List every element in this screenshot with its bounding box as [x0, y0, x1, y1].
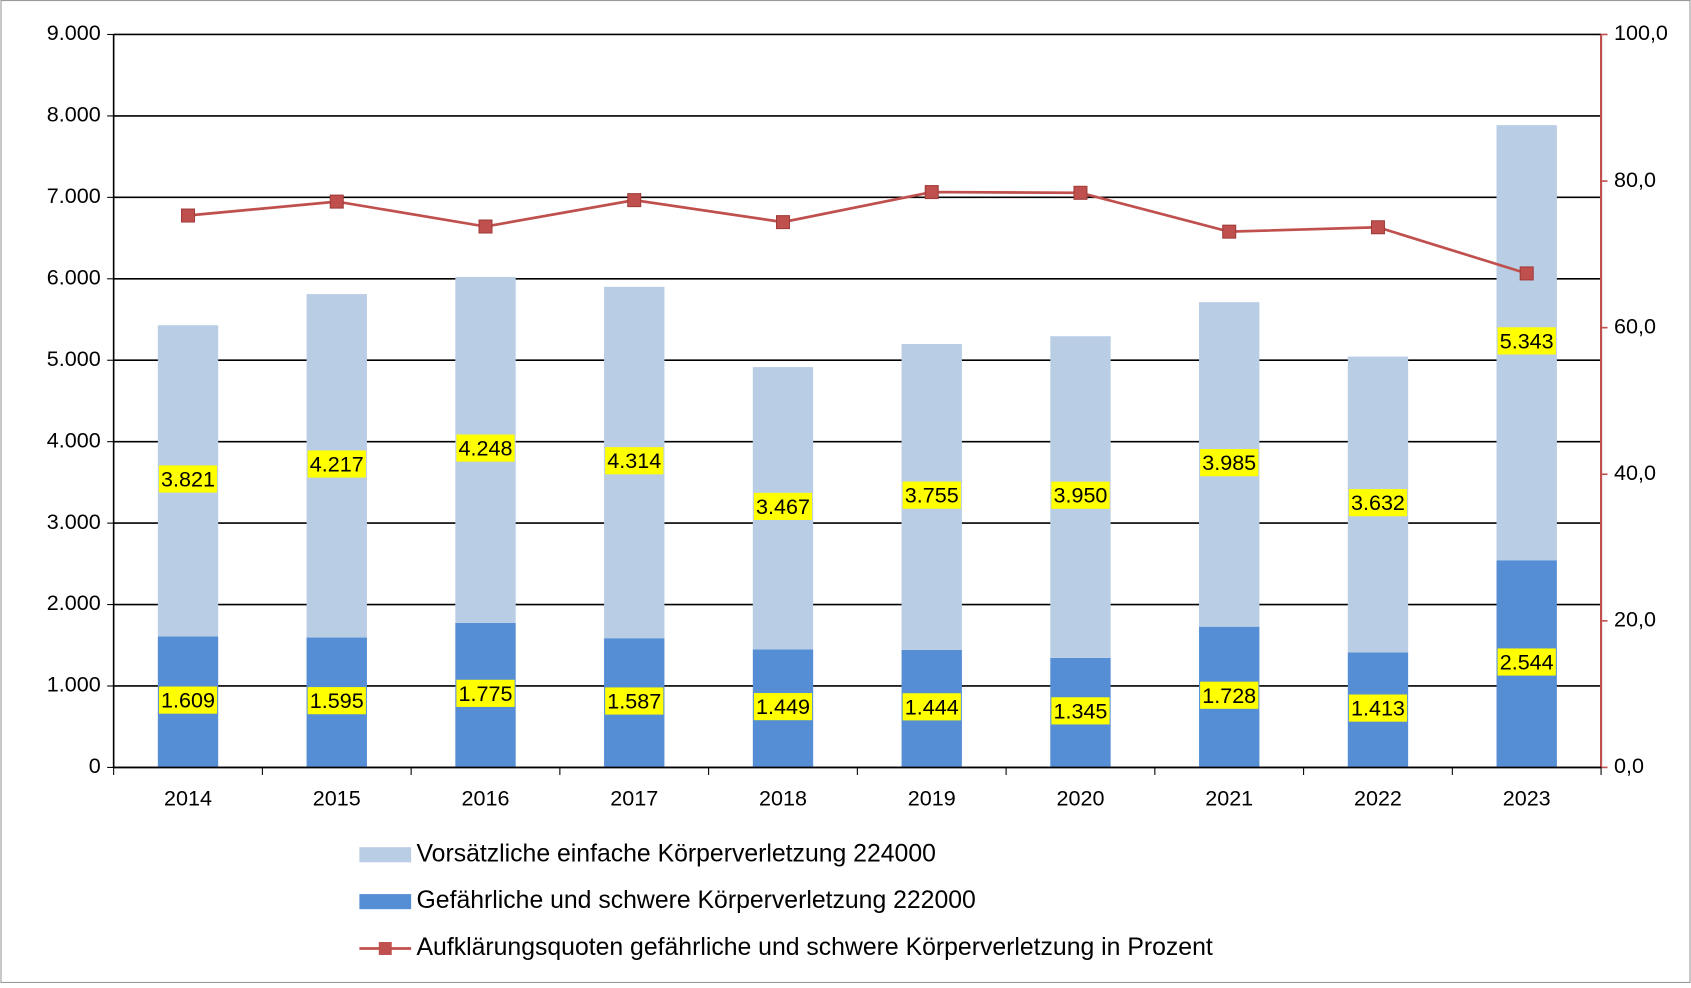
value-label: 1.587 [607, 688, 661, 713]
marker [1073, 185, 1088, 200]
marker [1222, 224, 1237, 239]
marker [924, 185, 939, 200]
value-label: 1.413 [1351, 696, 1405, 721]
marker [775, 215, 790, 230]
value-label-bg [456, 434, 515, 462]
value-label: 4.217 [310, 452, 364, 477]
y-tick-label: 9.000 [47, 20, 101, 45]
value-label-bg [158, 465, 218, 493]
marker [1370, 220, 1385, 235]
value-label-bg [1200, 681, 1259, 709]
value-label-bg [1497, 648, 1556, 676]
value-label-bg [902, 693, 961, 721]
marker [1519, 266, 1534, 281]
x-tick-label: 2020 [1057, 785, 1105, 810]
value-label: 1.595 [310, 688, 364, 713]
value-label: 5.343 [1500, 328, 1554, 353]
value-label-bg [1348, 694, 1408, 722]
value-label: 2.544 [1500, 650, 1554, 675]
value-label: 3.985 [1202, 450, 1256, 475]
value-label-bg [158, 686, 218, 714]
value-label-bg [902, 481, 961, 509]
value-label: 1.444 [905, 694, 959, 719]
value-label-bg [1497, 327, 1556, 355]
x-tick-label: 2015 [313, 785, 361, 810]
value-label: 4.248 [459, 436, 513, 461]
value-label: 3.632 [1351, 490, 1405, 515]
y-tick-label: 0 [89, 753, 101, 778]
value-label-bg [1051, 481, 1110, 509]
marker [181, 208, 196, 223]
y2-tick-label: 40,0 [1614, 460, 1656, 485]
value-label-bg [1348, 489, 1408, 517]
y2-tick-label: 0,0 [1614, 753, 1644, 778]
x-tick-label: 2023 [1503, 785, 1551, 810]
value-label-bg [456, 679, 515, 707]
legend-marker [378, 942, 392, 955]
y-tick-label: 6.000 [47, 264, 101, 289]
y-tick-label: 4.000 [47, 427, 101, 452]
value-label-bg [605, 687, 664, 715]
x-tick-label: 2017 [610, 785, 658, 810]
y2-tick-label: 80,0 [1614, 167, 1656, 192]
value-label-bg [307, 687, 366, 715]
legend-label: Gefährliche und schwere Körperverletzung… [417, 887, 976, 914]
overlay: 1.609 3.821 1.595 4.217 1.775 4.248 1.587 4.314… [158, 185, 1556, 725]
legend-label: Vorsätzliche einfache Körperverletzung 2… [417, 840, 936, 867]
legend-swatch [359, 847, 412, 863]
value-label: 3.467 [756, 494, 810, 519]
value-label-bg [307, 450, 366, 478]
x-tick-label: 2018 [759, 785, 807, 810]
y2-tick-label: 20,0 [1614, 607, 1656, 632]
value-label: 1.449 [756, 694, 810, 719]
value-label: 1.728 [1202, 683, 1256, 708]
value-label-bg [1051, 697, 1110, 725]
marker [627, 193, 642, 208]
value-label-bg [605, 447, 664, 475]
y-tick-label: 7.000 [47, 183, 101, 208]
value-label: 1.609 [161, 688, 215, 713]
y-tick-label: 1.000 [47, 672, 101, 697]
y-tick-label: 5.000 [47, 346, 101, 371]
marker [329, 194, 344, 209]
x-tick-label: 2019 [908, 785, 956, 810]
value-label-bg [1200, 449, 1259, 477]
y-tick-label: 2.000 [47, 590, 101, 615]
value-label: 3.755 [905, 483, 959, 508]
y2-tick-label: 60,0 [1614, 313, 1656, 338]
value-label: 1.775 [459, 681, 513, 706]
value-label: 1.345 [1054, 698, 1108, 723]
value-label-bg [753, 693, 813, 721]
legend-label: Aufklärungsquoten gefährliche und schwer… [417, 934, 1213, 961]
marker [478, 219, 493, 234]
x-tick-label: 2014 [164, 785, 212, 810]
legend-swatch [359, 894, 412, 910]
x-tick-label: 2016 [462, 785, 510, 810]
x-tick-label: 2022 [1354, 785, 1402, 810]
y2-tick-label: 100,0 [1614, 20, 1668, 45]
value-label: 4.314 [607, 448, 661, 473]
y-tick-label: 8.000 [47, 102, 101, 127]
y-tick-label: 3.000 [47, 509, 101, 534]
value-label-bg [753, 492, 813, 521]
line [187, 190, 1528, 275]
value-label: 3.821 [161, 466, 215, 491]
x-tick-label: 2021 [1205, 785, 1253, 810]
value-label: 3.950 [1054, 483, 1108, 508]
